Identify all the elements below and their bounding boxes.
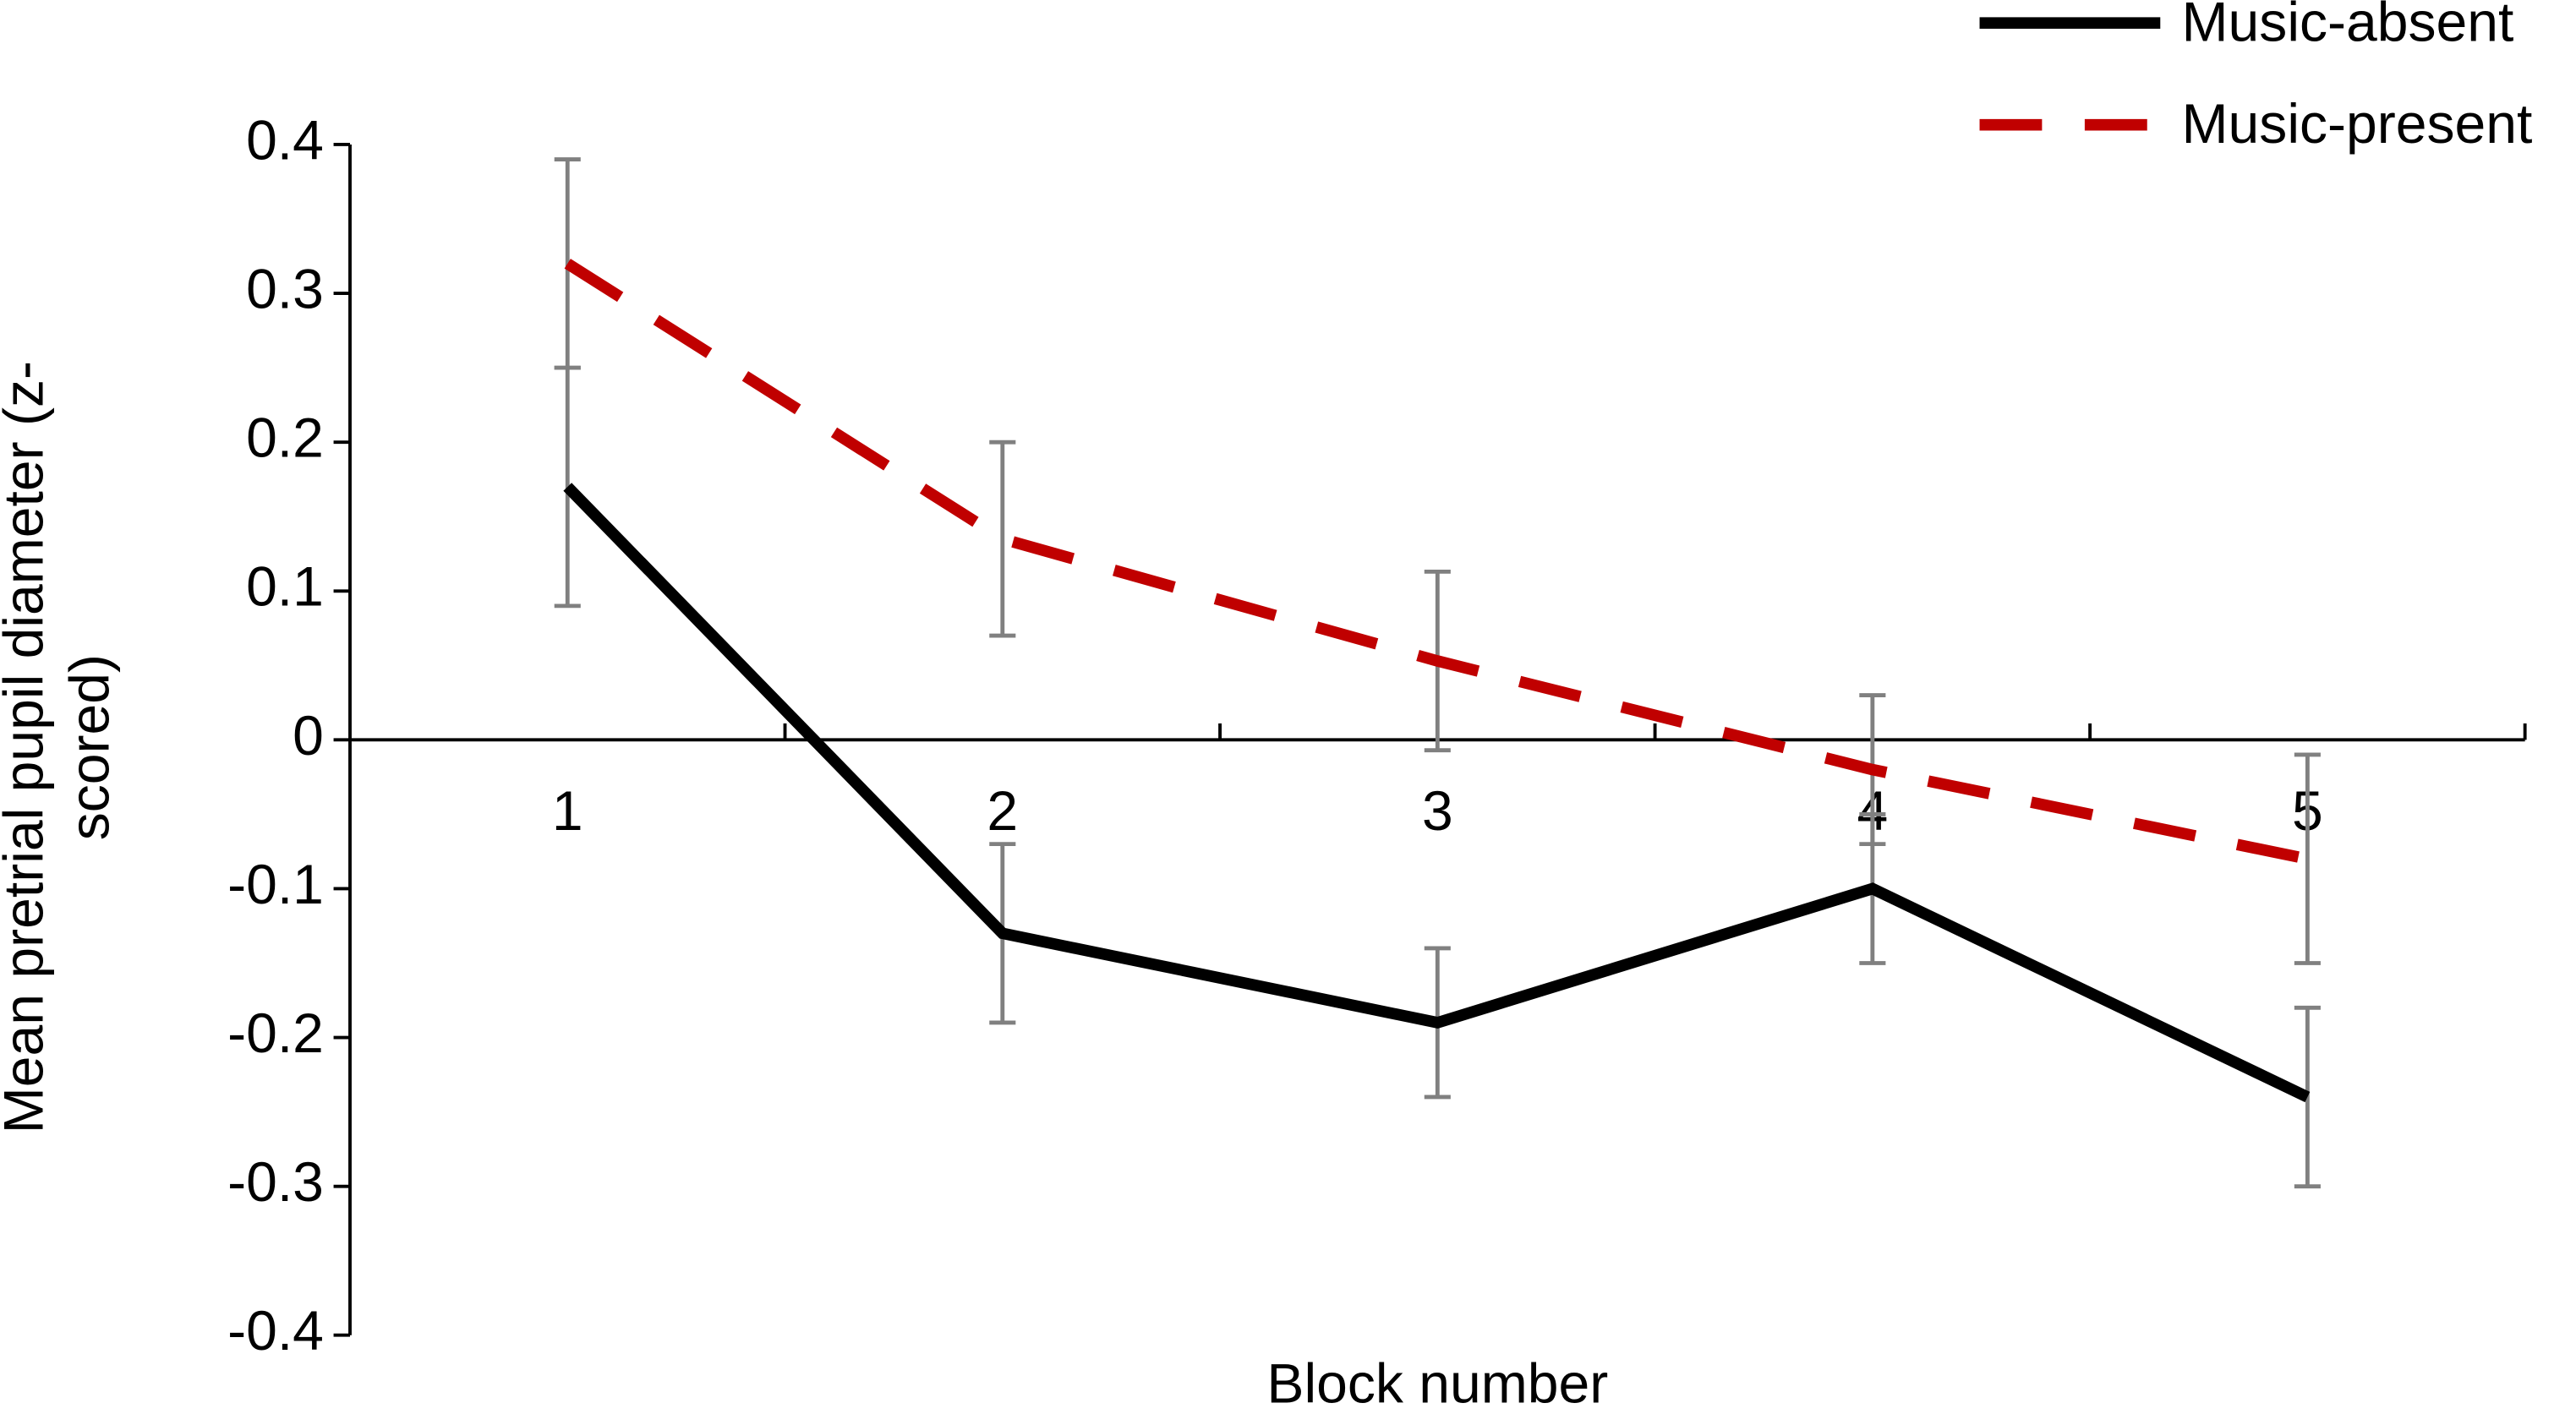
- error-bar: [989, 439, 1016, 638]
- y-tick-label: 0.1: [246, 555, 324, 618]
- y-tick-label: 0.2: [246, 407, 324, 469]
- y-tick-label: -0.2: [227, 1002, 324, 1064]
- x-axis-title: Block number: [1266, 1351, 1608, 1414]
- series-line: [563, 483, 2311, 1103]
- error-bar: [2294, 752, 2321, 965]
- legend-label: Music-present: [2182, 92, 2533, 155]
- y-tick-label: 0: [293, 704, 324, 767]
- x-tick-label: 2: [987, 779, 1018, 842]
- x-tick-label: 3: [1422, 779, 1453, 842]
- y-tick-label: -0.1: [227, 853, 324, 915]
- y-tick-label: -0.4: [227, 1299, 324, 1362]
- series-line: [564, 259, 2309, 865]
- x-tick-label: 1: [552, 779, 583, 842]
- y-axis-title-box: Mean pretrial pupil diameter (z-scored): [0, 360, 122, 1134]
- y-tick-label: -0.3: [227, 1150, 324, 1213]
- y-tick-label: 0.3: [246, 258, 324, 320]
- y-tick-label: 0.4: [246, 108, 324, 171]
- y-axis-title: Mean pretrial pupil diameter (z-scored): [0, 360, 122, 1134]
- legend-label: Music-absent: [2182, 0, 2514, 53]
